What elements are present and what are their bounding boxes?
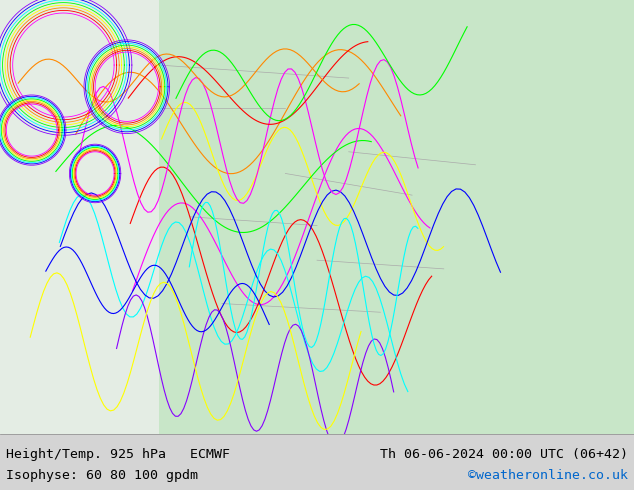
Bar <box>0 0 158 434</box>
Text: Th 06-06-2024 00:00 UTC (06+42): Th 06-06-2024 00:00 UTC (06+42) <box>380 448 628 461</box>
Text: Isophyse: 60 80 100 gpdm: Isophyse: 60 80 100 gpdm <box>6 468 198 482</box>
Text: ©weatheronline.co.uk: ©weatheronline.co.uk <box>468 468 628 482</box>
Text: Height/Temp. 925 hPa   ECMWF: Height/Temp. 925 hPa ECMWF <box>6 448 230 461</box>
